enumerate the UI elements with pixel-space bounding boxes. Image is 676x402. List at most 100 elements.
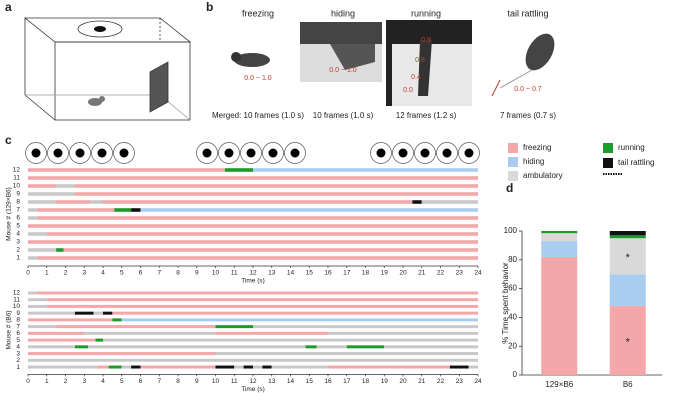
legend-swatch bbox=[508, 143, 518, 153]
y-tick-label: 2 bbox=[16, 357, 20, 364]
behavior-segment bbox=[215, 331, 328, 335]
behavior-segment bbox=[346, 345, 385, 349]
behavior-segment bbox=[97, 365, 109, 369]
behavior-segment bbox=[28, 240, 478, 244]
x-tick-label: 3 bbox=[82, 270, 86, 277]
bar-segment bbox=[609, 238, 646, 275]
behavior-segment bbox=[103, 311, 113, 315]
behavior-segment bbox=[449, 365, 469, 369]
bar-segment bbox=[609, 305, 646, 375]
x-tick-label: 10 bbox=[212, 270, 220, 277]
stimulus-dot bbox=[290, 148, 300, 158]
behavior-segment bbox=[37, 208, 115, 212]
y-tick-label: 9 bbox=[16, 191, 20, 198]
x-axis-label: Time (s) bbox=[241, 278, 265, 285]
behavior-segment bbox=[140, 365, 216, 369]
frame-range: 0.0 ~ 1.0 bbox=[329, 67, 357, 74]
arena-schematic bbox=[23, 17, 192, 121]
behavior-segment bbox=[28, 318, 113, 322]
y-tick-label: 12 bbox=[13, 290, 21, 297]
y-tick-label: 4 bbox=[16, 231, 20, 238]
behavior-segment bbox=[63, 248, 478, 252]
behavior-segment bbox=[112, 311, 478, 315]
y-tick-label: 8 bbox=[16, 317, 20, 324]
stimulus-dot bbox=[246, 148, 256, 158]
behavior-segment bbox=[74, 345, 88, 349]
behavior-segment bbox=[28, 208, 38, 212]
behavior-segment bbox=[108, 365, 122, 369]
behavior-segment bbox=[28, 192, 75, 196]
y-tick-label: 60 bbox=[508, 284, 517, 293]
x-tick-label: 11 bbox=[231, 270, 238, 277]
y-tick-label: 8 bbox=[16, 199, 20, 206]
y-tick-label: 40 bbox=[508, 313, 517, 322]
behavior-title: hiding bbox=[331, 8, 355, 18]
x-tick-label: 24 bbox=[474, 378, 482, 385]
y-tick-label: 5 bbox=[16, 223, 20, 230]
significance-marker: * bbox=[626, 252, 631, 264]
bar-segment bbox=[541, 231, 578, 234]
frame-range: 0.4 bbox=[411, 74, 421, 81]
behavior-segment bbox=[253, 168, 478, 172]
behavior-segment bbox=[468, 365, 478, 369]
behavior-segment bbox=[316, 345, 347, 349]
y-tick-label: 4 bbox=[16, 344, 20, 351]
behavior-segment bbox=[93, 311, 103, 315]
frame-range: 0.0 bbox=[403, 87, 413, 94]
x-tick-label: 9 bbox=[195, 270, 199, 277]
behavior-segment bbox=[328, 365, 450, 369]
stimulus-dot bbox=[398, 148, 408, 158]
behavior-segment bbox=[74, 192, 478, 196]
behavior-segment bbox=[215, 365, 235, 369]
bar-segment bbox=[609, 235, 646, 239]
behavior-segment bbox=[28, 325, 57, 329]
x-tick-label: 4 bbox=[101, 378, 105, 385]
stimulus-dot bbox=[376, 148, 386, 158]
behavior-segment bbox=[28, 248, 57, 252]
x-tick-label: 2 bbox=[64, 270, 68, 277]
x-tick-label: 22 bbox=[437, 378, 445, 385]
x-tick-label: 7 bbox=[157, 378, 161, 385]
behavior-segment bbox=[88, 345, 306, 349]
x-tick-label: 17 bbox=[343, 270, 351, 277]
legend-swatch bbox=[508, 171, 518, 181]
behavior-segment bbox=[103, 200, 413, 204]
x-tick-label: 1 bbox=[45, 378, 49, 385]
x-tick-label: 22 bbox=[437, 270, 445, 277]
y-tick-label: 1 bbox=[16, 364, 20, 371]
behavior-segment bbox=[121, 318, 478, 322]
x-tick-label: 2 bbox=[64, 378, 68, 385]
x-tick-label: 129×B6 bbox=[545, 380, 573, 389]
behavior-segment bbox=[28, 256, 38, 260]
bar-segment bbox=[609, 231, 646, 236]
y-tick-label: 1 bbox=[16, 255, 20, 262]
legend-label: ambulatory bbox=[523, 171, 563, 180]
frame-caption: 7 frames (0.7 s) bbox=[500, 111, 556, 120]
x-tick-label: 6 bbox=[139, 378, 143, 385]
x-tick-label: 12 bbox=[249, 378, 257, 385]
significance-marker: * bbox=[626, 336, 631, 348]
x-tick-label: 13 bbox=[268, 270, 276, 277]
stimulus-dot bbox=[442, 148, 452, 158]
stimulus-dot bbox=[202, 148, 212, 158]
behavior-segment bbox=[28, 200, 57, 204]
behavior-segment bbox=[28, 358, 478, 362]
behavior-segment bbox=[28, 224, 478, 228]
behavior-segment bbox=[46, 232, 478, 236]
panel-label: a bbox=[5, 0, 12, 14]
behavior-segment bbox=[28, 298, 47, 302]
stimulus-dot bbox=[420, 148, 430, 158]
x-tick-label: 6 bbox=[139, 270, 143, 277]
behavior-segment bbox=[37, 291, 478, 295]
y-tick-label: 80 bbox=[508, 255, 517, 264]
x-tick-label: 13 bbox=[268, 378, 276, 385]
frame-range: 0.0 ~ 0.7 bbox=[514, 86, 542, 93]
stimulus-dot bbox=[464, 148, 474, 158]
legend-label: freezing bbox=[523, 143, 551, 152]
y-tick-label: 7 bbox=[16, 323, 20, 330]
panel-label: b bbox=[206, 0, 213, 14]
behavior-segment bbox=[28, 345, 75, 349]
frame-caption: 12 frames (1.2 s) bbox=[396, 111, 457, 120]
x-tick-label: 16 bbox=[324, 378, 332, 385]
